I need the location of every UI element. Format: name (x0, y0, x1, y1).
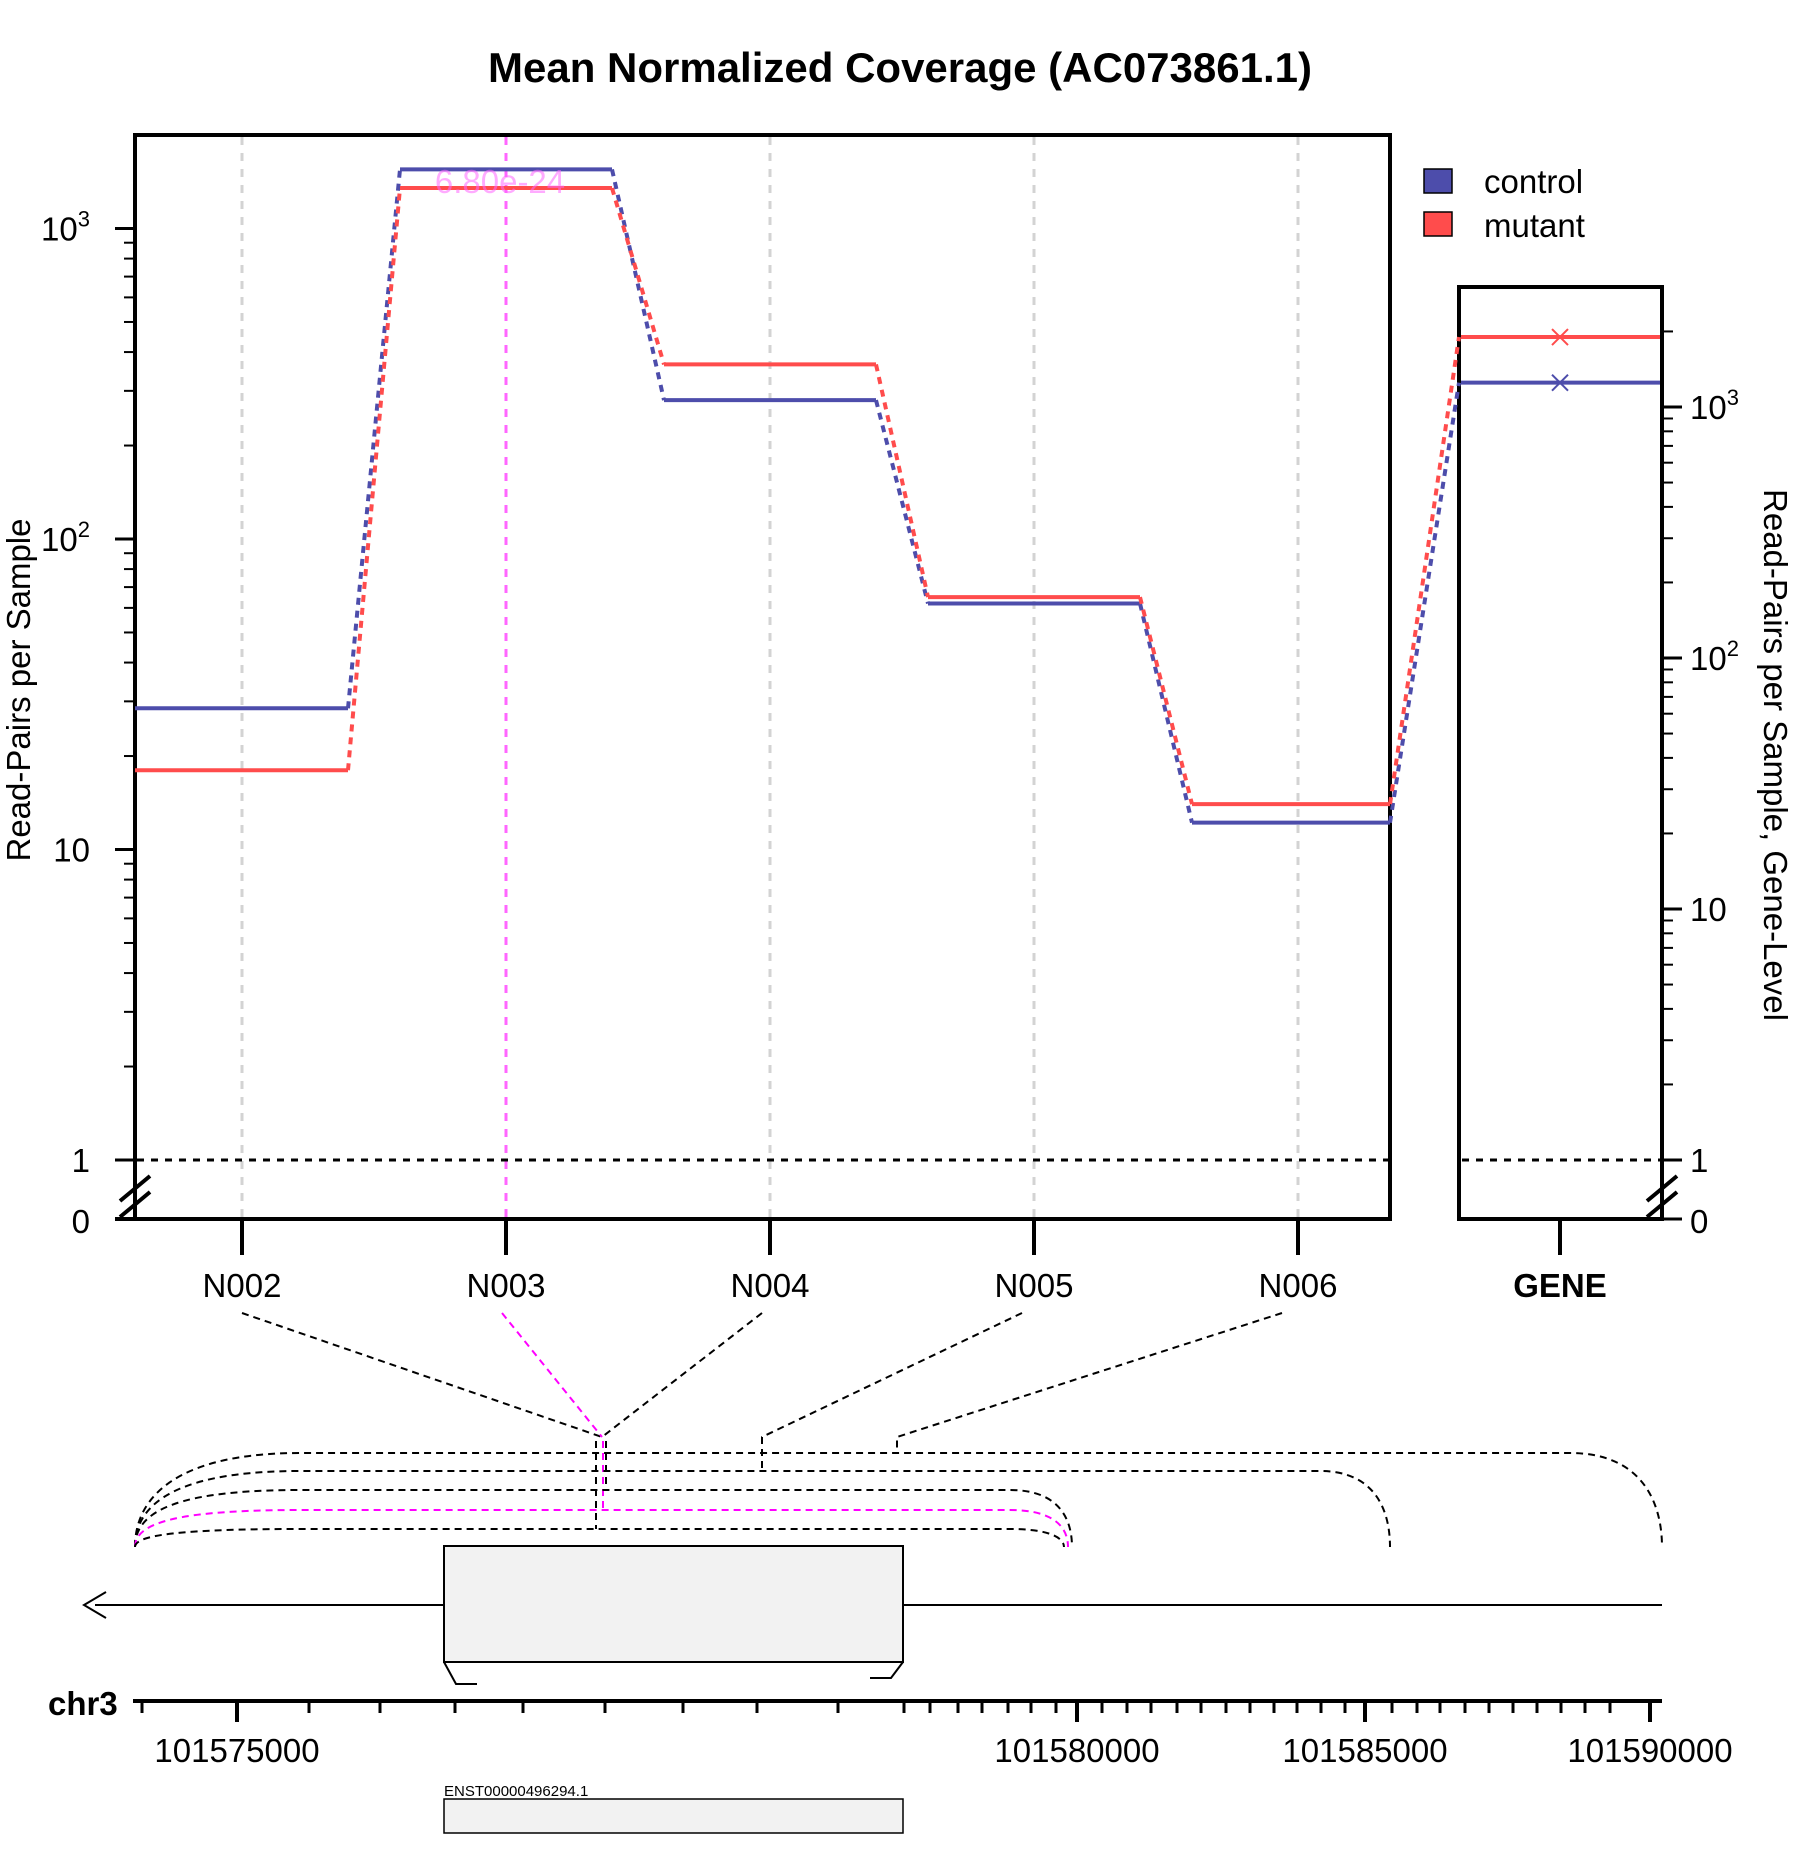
category-gridlines (137, 137, 1388, 1217)
connector-line-4 (761, 1312, 1023, 1471)
y-tick-label: 103 (41, 207, 90, 248)
y-tick-label: 1 (72, 1142, 90, 1179)
connector-line-9 (134, 1452, 1663, 1548)
gene-connector-mutant (1388, 336, 1461, 805)
y-tick-label: 102 (41, 517, 90, 558)
chart-title: Mean Normalized Coverage (AC073861.1) (488, 44, 1312, 91)
connector-line-3 (601, 1312, 763, 1438)
y-tick-label: 0 (72, 1203, 90, 1240)
connector-line-1 (241, 1312, 603, 1438)
main-plot-panel: 0 1 10 102 103 N002 N003 N004 N005 N006 6.80e-24 (41, 133, 1392, 1304)
x-tick-label: N006 (1259, 1267, 1338, 1304)
x-tick-label: N003 (467, 1267, 546, 1304)
chromosome-label: chr3 (48, 1685, 118, 1722)
y-axis-title-right: Read-Pairs per Sample, Gene-Level (1757, 489, 1794, 1021)
gene-x-label: GENE (1513, 1267, 1607, 1304)
series-connector-control (610, 168, 666, 401)
chromosome-axis: chr3 101575000 101580000 101585000 10159… (48, 1685, 1733, 1769)
right-y-axis: 0 1 10 102 103 (1462, 330, 1739, 1240)
y-tick-label: 10 (53, 832, 90, 869)
series-connector-mutant (346, 187, 402, 771)
exon-block (443, 1545, 904, 1663)
gene-level-marker-control (1551, 373, 1569, 392)
connector-line-5 (896, 1312, 1283, 1453)
axis-break-icon (118, 1174, 152, 1219)
chromosome-ticks (140, 1701, 1652, 1722)
gene-panel-frame (1457, 285, 1664, 1221)
gene-model-track (82, 1545, 1662, 1685)
series-lines (135, 167, 1390, 825)
x-axis: N002 N003 N004 N005 N006 (115, 1217, 1390, 1304)
exon-bracket-left (443, 1661, 477, 1685)
gene-connector-control (1388, 382, 1461, 823)
legend-swatch-control (1423, 168, 1453, 194)
series-connector-control (346, 169, 402, 709)
genomic-tick-label-3: 101585000 (1282, 1732, 1447, 1769)
genomic-tick-label-2: 101580000 (994, 1732, 1159, 1769)
series-connector-control (1138, 603, 1194, 824)
right-y-tick-label: 1 (1690, 1142, 1708, 1179)
connector-line-11 (134, 1489, 1073, 1548)
strand-arrow-icon (82, 1591, 107, 1619)
x-tick-label: N004 (731, 1267, 810, 1304)
gene-level-panel: 0 1 10 102 103 GENE (1388, 285, 1739, 1304)
left-y-axis: 0 1 10 102 103 (41, 135, 152, 1240)
transcript-label: ENST00000496294.1 (444, 1783, 588, 1800)
legend-label-control: control (1484, 163, 1583, 200)
y-axis-title-left: Read-Pairs per Sample (0, 519, 37, 862)
right-axis-break-icon (1645, 1174, 1679, 1219)
right-y-tick-label: 10 (1690, 891, 1727, 928)
connector-line-13 (134, 1528, 1065, 1548)
series-connector-mutant (610, 187, 666, 365)
right-y-tick-label: 103 (1690, 385, 1739, 426)
connector-line-10 (134, 1470, 1391, 1548)
series-connector-mutant (874, 363, 930, 598)
legend: control mutant (1423, 163, 1585, 244)
gene-level-marker-mutant (1551, 328, 1569, 346)
genomic-tick-label-1: 101575000 (154, 1732, 319, 1769)
transcript-track: ENST00000496294.1 (443, 1783, 904, 1834)
gene-level-marks (1388, 328, 1660, 823)
main-plot-frame (133, 133, 1392, 1221)
significance-label: 6.80e-24 (435, 163, 565, 200)
genomic-tick-label-4: 101590000 (1567, 1732, 1732, 1769)
series-connector-mutant (1138, 596, 1194, 805)
exon-bracket-right (870, 1661, 904, 1679)
right-y-tick-label: 0 (1690, 1203, 1708, 1240)
x-tick-label: N005 (995, 1267, 1074, 1304)
legend-swatch-mutant (1423, 211, 1453, 237)
connector-line-2 (501, 1312, 603, 1438)
transcript-box (443, 1798, 904, 1834)
exon-connector-lines (134, 1312, 1663, 1548)
legend-label-mutant: mutant (1484, 207, 1585, 244)
right-y-tick-label: 102 (1690, 636, 1739, 677)
series-connector-control (874, 399, 930, 604)
x-tick-label: N002 (203, 1267, 282, 1304)
